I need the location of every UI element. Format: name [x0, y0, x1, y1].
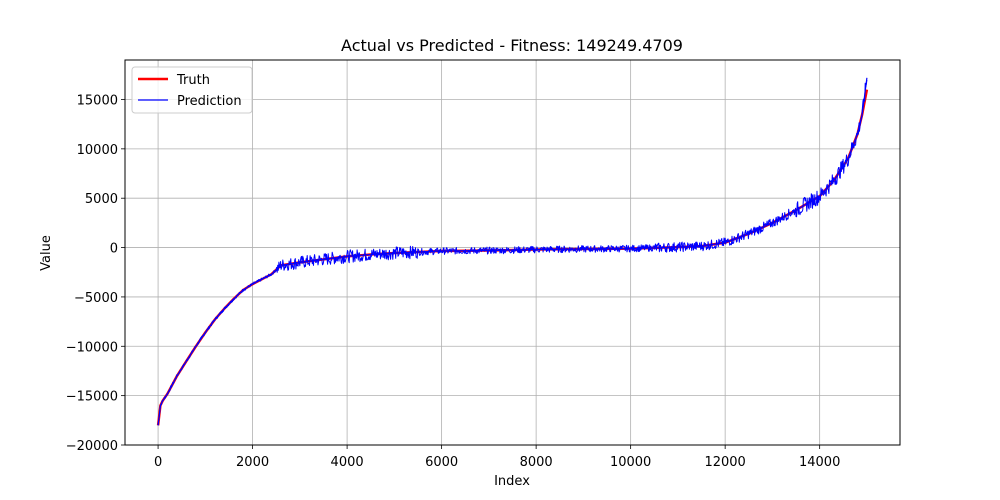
legend: Truth Prediction	[131, 66, 253, 114]
y-tick-label: −20000	[66, 439, 118, 454]
x-tick-label: 4000	[331, 455, 364, 470]
y-tick-label: −10000	[66, 340, 118, 355]
y-tick-label: 15000	[77, 93, 118, 108]
plot-frame	[124, 59, 901, 446]
legend-label-prediction: Prediction	[177, 94, 242, 109]
y-tick-label: −15000	[66, 390, 118, 405]
series-layer	[156, 77, 869, 426]
y-tick-label: 0	[110, 242, 118, 257]
x-tick-label: 6000	[425, 455, 458, 470]
y-tick-label: −5000	[74, 291, 118, 306]
x-tick-label: 10000	[610, 455, 651, 470]
y-tick-label: 5000	[85, 192, 118, 207]
y-axis-label: Value	[39, 235, 54, 271]
series-line-prediction-noise	[157, 79, 868, 426]
x-tick-label: 2000	[236, 455, 269, 470]
x-tick-label: 8000	[520, 455, 553, 470]
x-axis-label: Index	[494, 474, 530, 489]
x-tick-label: 0	[154, 455, 162, 470]
x-tick-label: 12000	[704, 455, 745, 470]
legend-label-truth: Truth	[176, 73, 210, 88]
x-tick-label: 14000	[799, 455, 840, 470]
y-tick-label: 10000	[77, 143, 118, 158]
chart-title: Actual vs Predicted - Fitness: 149249.47…	[341, 36, 683, 55]
y-axis-ticks: −20000 −15000 −10000 −5000 0 5000 10000 15000	[66, 93, 125, 454]
x-axis-ticks: 0 2000 4000 6000 8000 10000 12000 14000	[154, 445, 840, 470]
